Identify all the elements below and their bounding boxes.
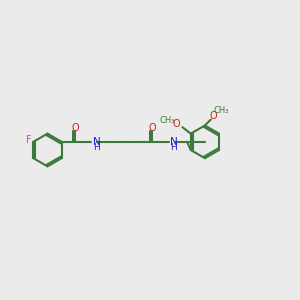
Text: O: O bbox=[148, 123, 156, 133]
Text: CH₃: CH₃ bbox=[160, 116, 175, 125]
Text: H: H bbox=[170, 143, 177, 152]
Text: O: O bbox=[210, 111, 218, 121]
Text: N: N bbox=[170, 137, 178, 147]
Text: O: O bbox=[71, 123, 79, 133]
Text: CH₃: CH₃ bbox=[214, 106, 229, 115]
Text: H: H bbox=[93, 143, 100, 152]
Text: O: O bbox=[172, 119, 180, 129]
Text: N: N bbox=[93, 137, 101, 147]
Text: F: F bbox=[26, 135, 32, 145]
